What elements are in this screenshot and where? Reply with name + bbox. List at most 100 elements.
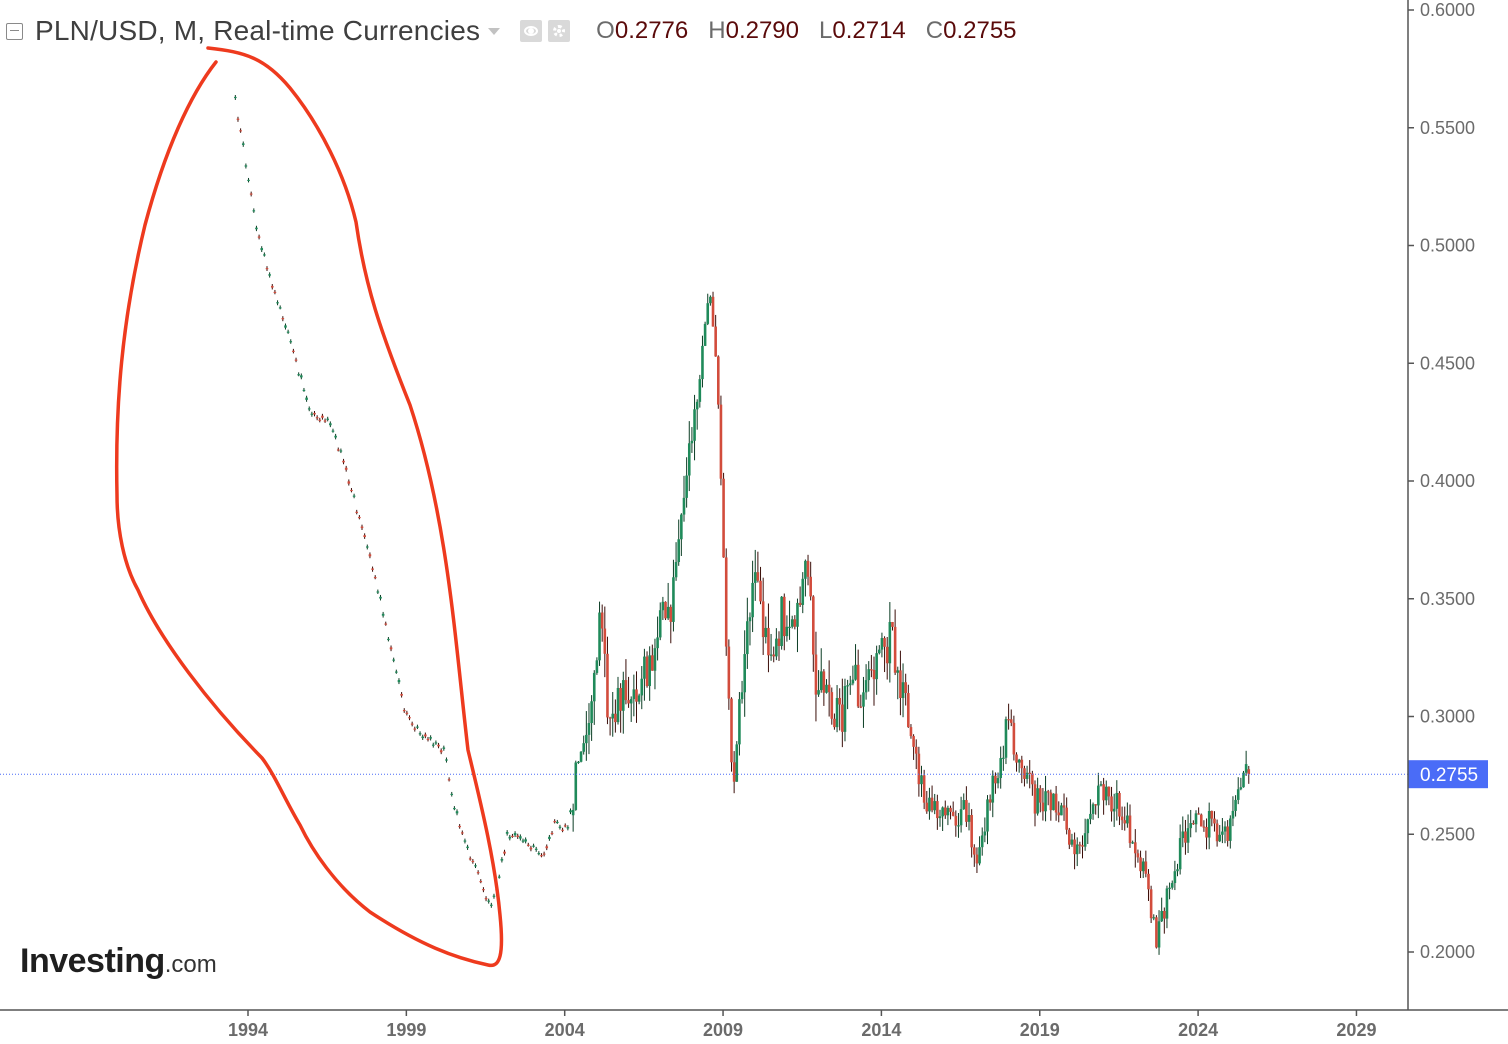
candle-body	[1215, 823, 1219, 842]
candle-body	[962, 800, 966, 810]
candle-body	[476, 872, 480, 874]
candle-body	[363, 535, 366, 538]
candle-body	[1015, 754, 1018, 763]
candle-body	[1234, 799, 1237, 811]
candle-body	[695, 401, 699, 410]
candle-body	[1176, 869, 1179, 872]
candle-body	[880, 638, 884, 650]
candle-body	[234, 96, 237, 99]
candle-body	[445, 759, 448, 761]
candle-body	[938, 816, 942, 819]
candle-body	[284, 325, 287, 328]
candle-body	[719, 404, 723, 479]
candle-body	[1036, 788, 1039, 814]
candle-body	[920, 775, 923, 785]
candle-body	[265, 268, 269, 270]
x-tick-label: 1994	[228, 1020, 268, 1040]
candle-body	[577, 761, 580, 763]
x-axis[interactable]: 1994 1999 2004 2009 2014 2019 2024 2029	[228, 1010, 1376, 1040]
candle-body	[1163, 910, 1166, 919]
candle-body	[1057, 812, 1061, 816]
candle-body	[922, 775, 926, 803]
collapse-icon[interactable]	[6, 22, 23, 40]
candle-body	[1242, 772, 1245, 788]
candle-body	[775, 638, 778, 657]
candle-body	[643, 656, 646, 679]
candle-body	[949, 807, 952, 812]
gear-icon[interactable]	[548, 20, 571, 42]
candle-body	[928, 797, 931, 812]
candle-body	[965, 800, 968, 822]
x-tick-label: 2009	[703, 1020, 743, 1040]
candle-body	[608, 717, 612, 719]
candle-body	[355, 511, 359, 513]
candle-body	[690, 440, 694, 444]
candle-body	[276, 302, 279, 304]
candle-body	[365, 546, 369, 548]
candle-body	[777, 638, 781, 647]
candle-body	[257, 236, 261, 238]
candle-body	[1144, 861, 1148, 874]
candle-body	[885, 646, 889, 664]
chevron-down-icon[interactable]	[488, 27, 501, 35]
candle-body	[1192, 823, 1195, 825]
candle-body	[991, 775, 995, 803]
candle-body	[933, 801, 937, 811]
candle-body	[648, 655, 651, 687]
candle-body	[1038, 788, 1042, 803]
candle-body	[450, 793, 454, 796]
candle-body	[1017, 759, 1021, 763]
candle-body	[1178, 838, 1182, 870]
candle-body	[592, 672, 596, 702]
y-axis[interactable]: 0.6000 0.5500 0.5000 0.4500 0.4000 0.3500 0.30…	[1408, 0, 1475, 962]
candle-body	[252, 210, 256, 212]
candle-body	[297, 374, 300, 376]
candle-body	[841, 704, 844, 732]
candle-body	[870, 669, 873, 671]
candle-body	[954, 815, 958, 826]
candle-body	[1189, 823, 1193, 829]
candle-body	[693, 409, 696, 441]
candle-body	[862, 692, 865, 707]
candle-body	[753, 572, 757, 583]
candle-body	[627, 700, 630, 704]
candle-body	[666, 606, 670, 619]
candle-body	[236, 118, 240, 120]
candle-body	[672, 577, 675, 622]
candle-body	[590, 701, 593, 724]
candle-body	[1160, 910, 1163, 922]
candle-body	[302, 389, 306, 392]
candle-body	[352, 495, 356, 497]
candle-body	[1133, 842, 1137, 854]
candle-body	[537, 853, 541, 855]
candle-body	[822, 671, 826, 693]
candle-body	[281, 318, 285, 320]
candle-body	[408, 717, 411, 719]
chart-legend: PLN/USD, M, Real-time Currencies O0.2776…	[6, 12, 1017, 50]
candle-body	[371, 568, 374, 570]
candle-body	[255, 227, 258, 230]
candle-body	[418, 733, 422, 735]
candle-body	[1168, 887, 1171, 889]
eye-icon[interactable]	[520, 20, 543, 42]
candle-body	[492, 895, 496, 897]
candle-body	[867, 669, 871, 681]
candle-body	[946, 807, 950, 816]
candle-body	[561, 829, 564, 831]
candle-body	[566, 827, 570, 829]
candle-body	[416, 726, 419, 728]
candle-body	[241, 143, 245, 145]
candle-body	[1139, 857, 1142, 872]
candle-body	[321, 415, 324, 418]
candle-body	[936, 801, 939, 819]
candle-body	[447, 779, 451, 781]
candle-body	[1136, 853, 1140, 858]
candle-body	[595, 660, 599, 673]
candle-body	[1149, 889, 1153, 919]
candle-body	[801, 578, 805, 605]
candle-body	[1194, 813, 1198, 825]
candle-body	[640, 678, 644, 696]
candle-body	[358, 516, 361, 519]
candle-body	[421, 736, 425, 739]
